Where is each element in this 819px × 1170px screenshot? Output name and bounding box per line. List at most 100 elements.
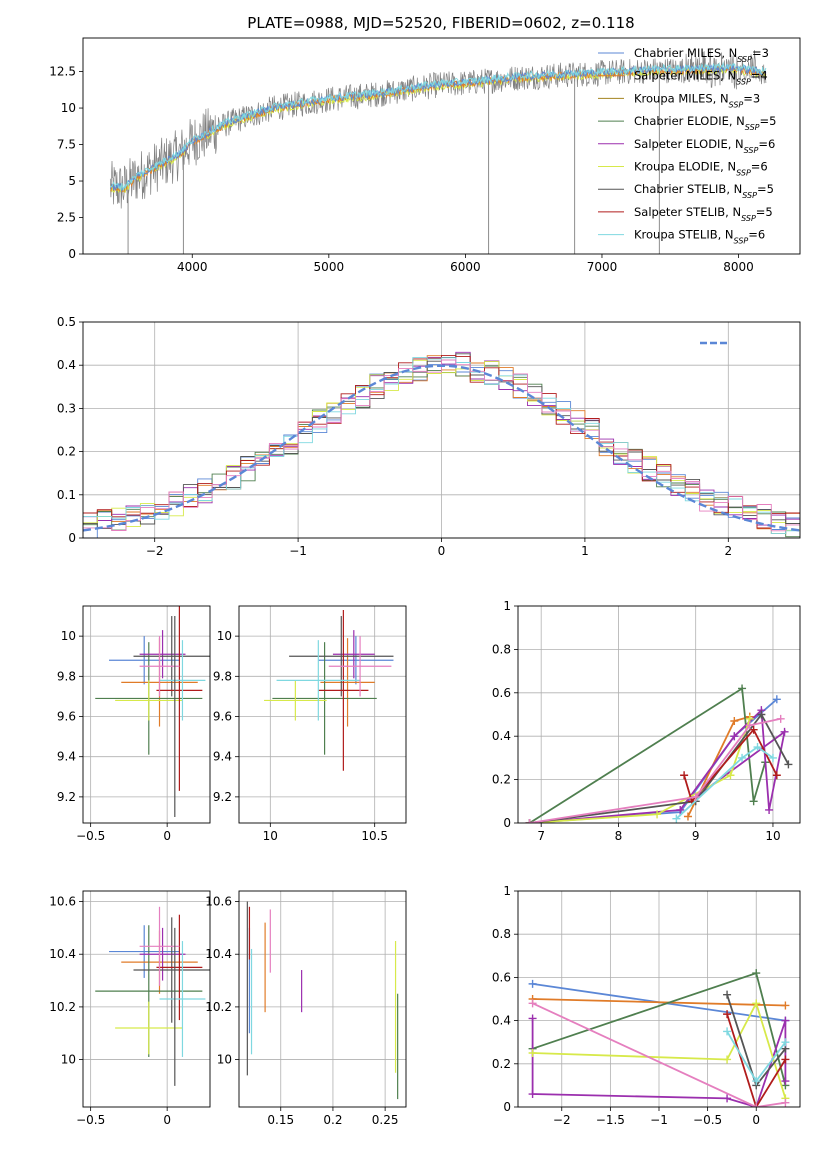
legend-label: Kroupa STELIB, NSSP=6 <box>634 228 765 246</box>
weight-point <box>781 1038 790 1047</box>
x-tick-label: 0 <box>163 829 171 843</box>
legend-label-sub: SSP <box>736 77 751 86</box>
y-tick-label: 9.8 <box>213 669 232 683</box>
x-tick-label: 1 <box>581 544 589 558</box>
legend-label-base: Chabrier MILES, N <box>634 46 737 60</box>
legend-label: Salpeter ELODIE, NSSP=6 <box>634 137 775 155</box>
weight-point <box>781 1055 790 1064</box>
x-tick-label: 0.25 <box>372 1113 399 1127</box>
weight-point <box>528 1049 537 1057</box>
weight-point <box>781 1077 790 1086</box>
weight-point <box>752 1103 761 1107</box>
x-tick-label: 0.2 <box>323 1113 342 1127</box>
axes-frame <box>517 605 801 824</box>
panel-age-vs-mass: 10 10.5 9.2 9.4 9.6 9.8 10 <box>213 605 407 843</box>
weight-line <box>529 717 781 823</box>
y-tick-label: 10 <box>61 101 76 115</box>
y-tick-label: 10.4 <box>49 947 76 961</box>
y-tick-label: 0.6 <box>492 686 511 700</box>
y-tick-label: 9.2 <box>213 790 232 804</box>
y-tick-label: 0 <box>68 247 76 261</box>
plot-area <box>264 610 394 771</box>
y-tick-label: 12.5 <box>49 65 76 79</box>
y-tick-label: 0 <box>68 531 76 545</box>
weight-point <box>781 1001 790 1010</box>
weight-line <box>532 1002 786 1107</box>
y-tick-label: 10 <box>61 629 76 643</box>
weight-point <box>757 710 766 719</box>
legend-label: Kroupa ELODIE, NSSP=6 <box>634 160 768 178</box>
plot-area <box>95 906 210 1086</box>
plot-area <box>525 684 793 823</box>
legend-label-base: Chabrier STELIB, N <box>634 182 742 196</box>
panel-weight-vs-age: 7 8 9 10 0 0.2 0.4 0.6 0.8 1 <box>492 599 801 843</box>
weight-point <box>752 999 761 1008</box>
weight-point <box>730 717 739 726</box>
x-tick-label: −1 <box>289 544 307 558</box>
grid-lines <box>83 606 210 823</box>
x-tick-label: −0.5 <box>76 1113 105 1127</box>
legend-label-suffix: =6 <box>758 137 775 151</box>
legend-label: Salpeter STELIB, NSSP=5 <box>634 205 773 223</box>
x-tick-label: 8 <box>615 829 623 843</box>
weight-line <box>675 745 774 820</box>
legend-label-base: Salpeter STELIB, N <box>634 205 741 219</box>
grid-lines <box>239 891 406 1107</box>
legend-label-suffix: =5 <box>760 114 777 128</box>
x-tick-label: 0 <box>438 544 446 558</box>
weight-point <box>683 812 692 821</box>
weight-line <box>532 998 786 1007</box>
x-tick-label: 0 <box>752 1113 760 1127</box>
plot-area <box>109 48 767 254</box>
weight-point <box>752 1077 761 1086</box>
residual-histogram <box>83 354 800 529</box>
weight-point <box>749 797 758 806</box>
legend-label-suffix: =3 <box>752 46 769 60</box>
plot-area <box>246 901 399 1100</box>
weight-point <box>780 727 789 736</box>
axes-frame <box>82 321 801 539</box>
weight-point <box>680 771 689 780</box>
weight-point <box>528 1090 537 1099</box>
weight-point <box>528 979 537 988</box>
panel-weight-vs-Z: −2 −1.5 −1 −0.5 0 0 0.2 0.4 0.6 0.8 1 <box>492 884 801 1127</box>
x-tick-label: 7 <box>537 829 545 843</box>
weight-line <box>532 1000 787 1099</box>
legend-label-suffix: =5 <box>756 205 773 219</box>
axes-frame <box>238 890 407 1108</box>
weight-point <box>723 1027 732 1036</box>
weight-point <box>525 819 534 823</box>
y-tick-label: 10 <box>61 1053 76 1067</box>
weight-point <box>738 753 747 762</box>
y-tick-label: 0.2 <box>492 773 511 787</box>
legend-label-base: Salpeter MILES, N <box>634 69 736 83</box>
y-tick-label: 0.2 <box>492 1057 511 1071</box>
panels: 4000 5000 6000 7000 800002.557.51012.5Chabri… <box>49 37 801 1127</box>
y-tick-label: 9.2 <box>57 790 76 804</box>
weight-point <box>781 1098 790 1107</box>
figure-title: PLATE=0988, MJD=52520, FIBERID=0602, z=0… <box>247 14 634 32</box>
x-tick-label: 5000 <box>314 260 345 274</box>
y-tick-label: 2.5 <box>57 211 76 225</box>
weight-point <box>752 969 761 978</box>
weight-point <box>528 999 537 1008</box>
weight-point <box>730 732 739 741</box>
panel-mass-vs-EBV: 0.15 0.2 0.25 10 10.2 10.4 10.6 <box>205 890 407 1127</box>
grid-lines <box>83 321 800 539</box>
weight-point <box>738 684 747 693</box>
y-tick-label: 0.4 <box>492 1014 511 1028</box>
y-tick-label: 0.8 <box>492 927 511 941</box>
weight-point <box>723 1055 732 1064</box>
weight-line <box>529 718 751 823</box>
y-tick-label: 0 <box>503 816 511 830</box>
legend-label-sub: SSP <box>744 145 759 154</box>
model-spectrum <box>109 61 767 192</box>
legend-label-base: Chabrier ELODIE, N <box>634 114 745 128</box>
y-tick-label: 0.4 <box>492 729 511 743</box>
x-tick-label: 8000 <box>723 260 754 274</box>
legend-label-base: Kroupa STELIB, N <box>634 228 734 242</box>
weight-point <box>723 990 732 999</box>
y-tick-label: 10 <box>217 1053 232 1067</box>
